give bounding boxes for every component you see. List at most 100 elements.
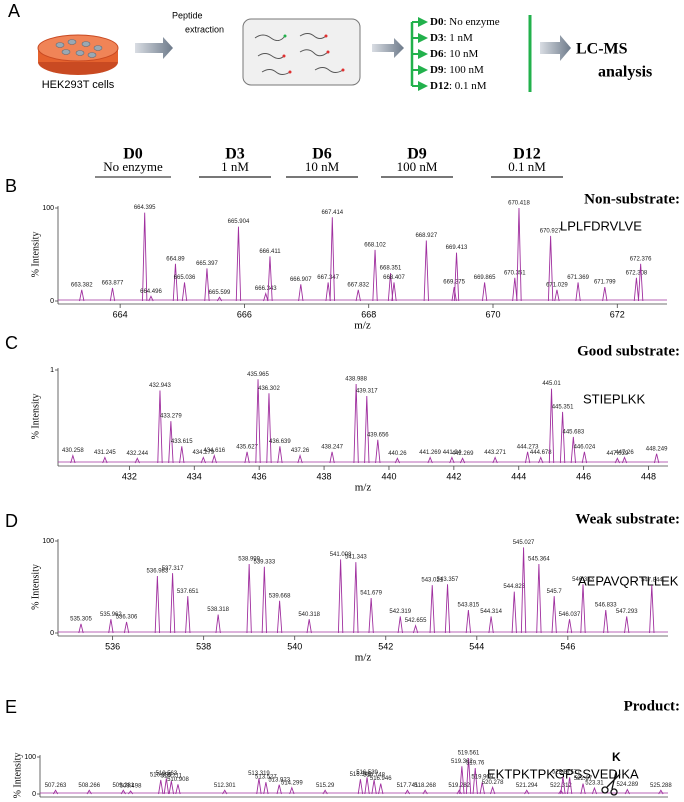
peak [548,388,555,464]
peak [603,609,609,634]
panel-letter: C [5,333,18,353]
x-tick-label: 448 [641,471,656,481]
peak-label: 543.021 [421,578,443,584]
peptide: LPLFDRVLVE [560,218,642,233]
arrow [540,35,571,61]
peak [276,784,282,795]
peak [148,295,154,302]
peak [204,268,210,302]
peak [102,456,108,464]
panel-letter: E [5,697,17,717]
peak-label: 516.341 [350,772,372,778]
peak [391,282,397,302]
condition-id: D3 [430,32,444,44]
peak [158,779,164,795]
peak-label: 430.258 [62,448,84,454]
peak [261,566,268,634]
peak [276,600,283,634]
peak [633,277,640,302]
peak [256,778,262,795]
peak-label: 669.413 [446,245,468,251]
peak-label: 670.351 [504,270,526,276]
peak-label: 516.539 [356,770,378,776]
peak [325,282,331,302]
peak-label: 544.823 [503,584,525,590]
x-tick-label: 666 [237,309,252,319]
peak-label: 665.036 [174,275,196,281]
peak-label: 445.01 [542,381,561,387]
peak [263,291,269,302]
peak-label: 663.382 [71,282,93,288]
peak [168,421,174,464]
peak-label: 446.024 [574,444,596,450]
peak [649,585,655,634]
peak-label: 664.496 [140,289,162,295]
peak [357,779,364,795]
peak-label: 513.923 [268,777,290,783]
peak-label: 436.302 [258,386,280,392]
condition-label: : 1 nM [443,32,473,44]
peak [490,785,496,795]
peak [322,789,328,795]
peak [297,453,303,464]
peak-label: 546.037 [559,612,581,618]
peak [142,212,148,302]
peak [456,789,462,795]
x-tick-label: 440 [381,471,396,481]
peak-label: 522.571 [559,770,581,776]
peak [371,779,377,795]
peak [216,296,223,302]
peak-label: 671.029 [546,282,568,288]
peptide-box [242,18,361,86]
peak [451,286,457,302]
peak [570,436,577,464]
header-id: D6 [312,146,332,163]
peak-label: 667.414 [321,210,343,216]
peak-label: 540.318 [298,612,320,618]
peak [289,786,295,795]
peak-label: 664.395 [134,205,156,211]
peak [538,456,544,464]
peak [277,446,283,464]
peak [364,396,370,464]
peak [422,789,428,795]
peak-label: 671.799 [594,280,616,286]
condition: D9: 100 nM [430,64,484,76]
peak [263,782,269,795]
peak-label: 519.282 [448,783,470,789]
spectrum-panel: C Good substrate: STIEPLKK % Intensity 1 432 4… [5,333,680,494]
peak [355,289,361,302]
peak [123,621,130,634]
y-axis-label: % Intensity [30,394,41,440]
peak-label: 666.343 [255,286,277,292]
peak-label: 522.312 [550,783,572,789]
x-tick-label: 436 [252,471,267,481]
peak [353,383,359,464]
peak-label: 510.396 [150,773,172,779]
peak-label: 546.333 [572,577,594,583]
analysis-label: LC-MS [576,41,628,58]
peak [79,289,85,302]
peak-label: 520.278 [482,780,504,786]
peak [492,456,498,464]
peak [266,393,272,464]
peak-label: 440.26 [388,451,407,457]
peak [444,584,451,634]
peptide: STIEPLKK [583,391,645,406]
peak [78,623,84,634]
peak [387,273,394,302]
peak-label: 543.357 [437,577,459,583]
schematic: A HEK293T cells Peptide extraction D0: N… [8,1,652,92]
peak-label: 669.375 [443,280,465,286]
peak [368,598,374,634]
peak-label: 670.927 [540,228,562,234]
peak-label: 432.943 [149,383,171,389]
y-tick-label: 0 [50,298,54,305]
peak [255,379,261,464]
peak-label: 668.351 [380,266,402,272]
peak-label: 509.498 [120,784,142,790]
peak [429,585,435,634]
